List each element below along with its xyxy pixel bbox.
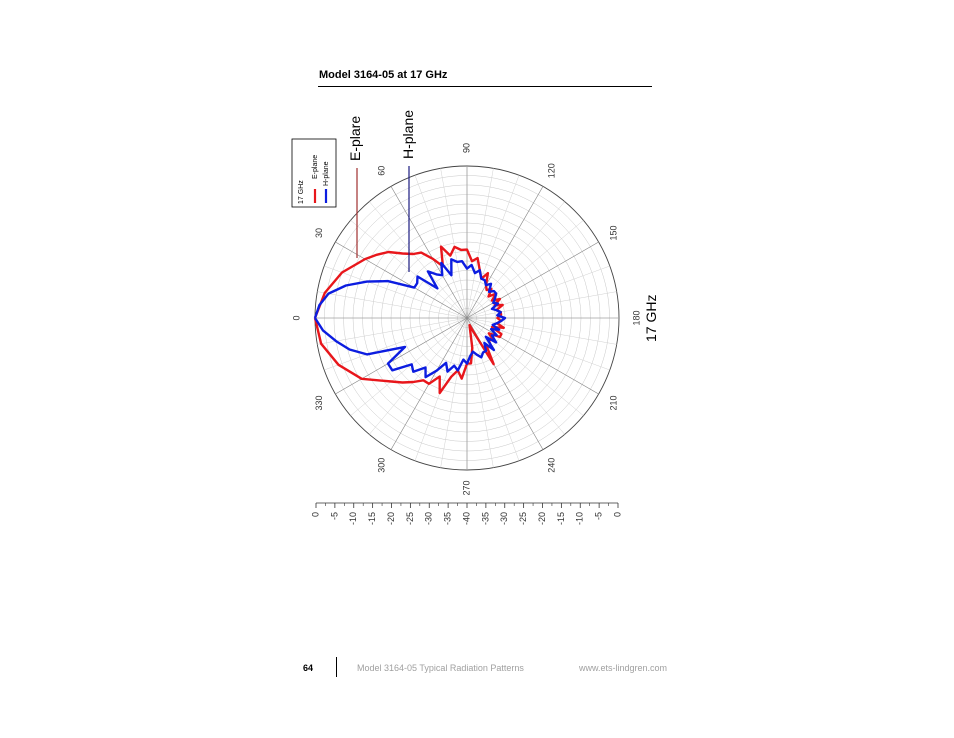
radial-scale-axis: 0 -5 -10 -15 -20 -25 -30 -35 -40 -35 -30 -25 -20 -15-… <box>310 502 622 525</box>
polar-grid <box>314 165 620 471</box>
angle-label-210: 210 <box>609 395 619 410</box>
scale-label: -30 <box>499 512 509 525</box>
legend-title: 17 GHz <box>298 180 305 204</box>
grid-spoke <box>317 291 468 319</box>
scale-label: -10 <box>348 512 358 525</box>
grid-major-spoke <box>466 241 599 319</box>
scale-label: -5 <box>594 512 604 520</box>
grid-spoke <box>466 317 584 416</box>
scale-label: -15 <box>556 512 566 525</box>
angle-label-240: 240 <box>546 458 556 473</box>
scale-label: -30 <box>424 512 434 525</box>
grid-spoke <box>466 317 565 435</box>
grid-spoke <box>466 291 617 319</box>
scale-label: -35 <box>480 512 490 525</box>
angle-label-60: 60 <box>376 166 386 176</box>
angle-label-30: 30 <box>314 228 324 238</box>
series-h-plane <box>313 258 507 379</box>
scale-label: -25 <box>405 512 415 525</box>
angle-label-120: 120 <box>546 163 556 178</box>
footer-url: www.ets-lindgren.com <box>579 663 668 673</box>
scale-label: -20 <box>386 512 396 525</box>
angle-label-150: 150 <box>609 225 619 240</box>
angle-label-330: 330 <box>314 395 324 410</box>
annotation-h-plane: H-plane <box>400 110 416 159</box>
scale-label: -15 <box>367 512 377 525</box>
grid-spoke <box>440 168 468 319</box>
angle-label-0: 0 <box>291 315 301 320</box>
grid-spoke <box>466 317 520 461</box>
scale-label: -40 <box>461 512 471 525</box>
legend-label-h-plane: H-plane <box>323 161 330 186</box>
annotation-e-plane: E-plare <box>347 116 363 161</box>
scale-label: -25 <box>518 512 528 525</box>
legend: 17 GHz E-plane H-plane <box>291 138 337 208</box>
series-lines <box>313 245 507 395</box>
scale-label: -20 <box>537 512 547 525</box>
grid-spoke <box>350 317 468 416</box>
footer-separator <box>336 657 337 677</box>
grid-spoke <box>440 317 468 468</box>
scale-label: -10 <box>575 512 585 525</box>
grid-major-spoke <box>390 186 468 319</box>
footer-doc-title: Model 3164-05 Typical Radiation Patterns <box>357 663 524 673</box>
angle-label-180: 180 <box>631 310 641 325</box>
page-number: 64 <box>303 663 314 673</box>
grid-spoke <box>317 317 468 345</box>
scale-label: -35 <box>443 512 453 525</box>
grid-spoke <box>466 175 520 319</box>
scale-label: 0 <box>612 512 622 517</box>
grid-major-spoke <box>466 186 544 319</box>
grid-spoke <box>466 168 494 319</box>
angle-labels: 0 30 60 90 120 150 180 210 240 270 300 330 <box>291 143 641 496</box>
grid-major-spoke <box>335 317 468 395</box>
scale-label: 0 <box>310 512 320 517</box>
annotations: E-plare H-plane <box>347 110 416 272</box>
frequency-label: 17 GHz <box>643 295 659 342</box>
grid-major-spoke <box>466 317 599 395</box>
grid-spoke <box>466 220 584 319</box>
grid-spoke <box>324 265 468 319</box>
angle-label-270: 270 <box>461 480 471 495</box>
grid-spoke <box>466 201 565 319</box>
grid-spoke <box>466 265 610 319</box>
angle-label-90: 90 <box>461 143 471 153</box>
grid-spoke <box>466 317 610 371</box>
grid-spoke <box>369 317 468 435</box>
scale-label: -5 <box>329 512 339 520</box>
heading-rule <box>318 86 652 87</box>
grid-spoke <box>369 201 468 319</box>
grid-spoke <box>466 317 617 345</box>
angle-label-300: 300 <box>376 458 386 473</box>
page-heading: Model 3164-05 at 17 GHz <box>319 69 448 81</box>
legend-label-e-plane: E-plane <box>312 155 319 179</box>
grid-spoke <box>324 317 468 371</box>
